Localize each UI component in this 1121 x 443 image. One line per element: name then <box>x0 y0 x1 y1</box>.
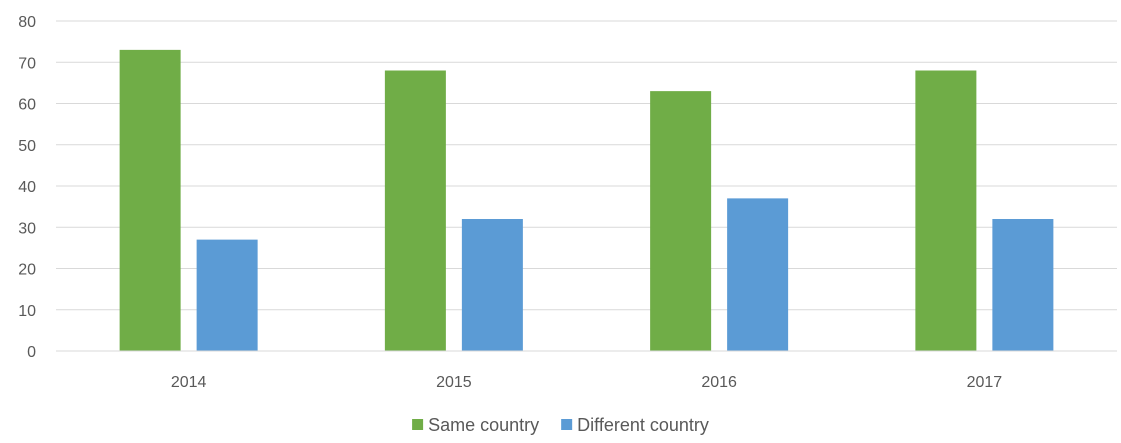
y-tick-label: 10 <box>18 303 36 320</box>
bar-different-country-2014 <box>196 239 258 351</box>
legend-swatch <box>412 419 424 430</box>
legend-label: Same country <box>428 415 539 435</box>
y-tick-label: 70 <box>18 55 36 72</box>
bar-different-country-2015 <box>461 219 523 351</box>
legend-item-same-country: Same country <box>412 415 539 435</box>
x-tick-label: 2015 <box>436 374 472 391</box>
bar-same-country-2017 <box>915 70 977 351</box>
y-tick-label: 30 <box>18 220 36 237</box>
x-tick-label: 2014 <box>171 374 207 391</box>
legend: Same country Different country <box>412 415 709 435</box>
y-tick-label: 0 <box>27 344 36 361</box>
bars <box>119 49 1054 351</box>
bar-same-country-2015 <box>384 70 446 351</box>
y-axis-ticks: 0 10 20 30 40 50 60 70 80 <box>18 14 36 361</box>
x-tick-label: 2017 <box>967 374 1003 391</box>
y-tick-label: 80 <box>18 14 36 31</box>
legend-swatch <box>561 419 573 430</box>
legend-item-different-country: Different country <box>561 415 709 435</box>
bar-same-country-2014 <box>119 49 181 351</box>
y-tick-label: 40 <box>18 179 36 196</box>
y-tick-label: 20 <box>18 262 36 279</box>
legend-label: Different country <box>577 415 709 435</box>
x-tick-label: 2016 <box>701 374 737 391</box>
bar-different-country-2017 <box>992 219 1054 351</box>
bar-different-country-2016 <box>727 198 789 351</box>
bar-same-country-2016 <box>650 91 712 351</box>
x-axis-ticks: 2014 2015 2016 2017 <box>171 374 1002 391</box>
y-tick-label: 50 <box>18 138 36 155</box>
y-tick-label: 60 <box>18 97 36 114</box>
